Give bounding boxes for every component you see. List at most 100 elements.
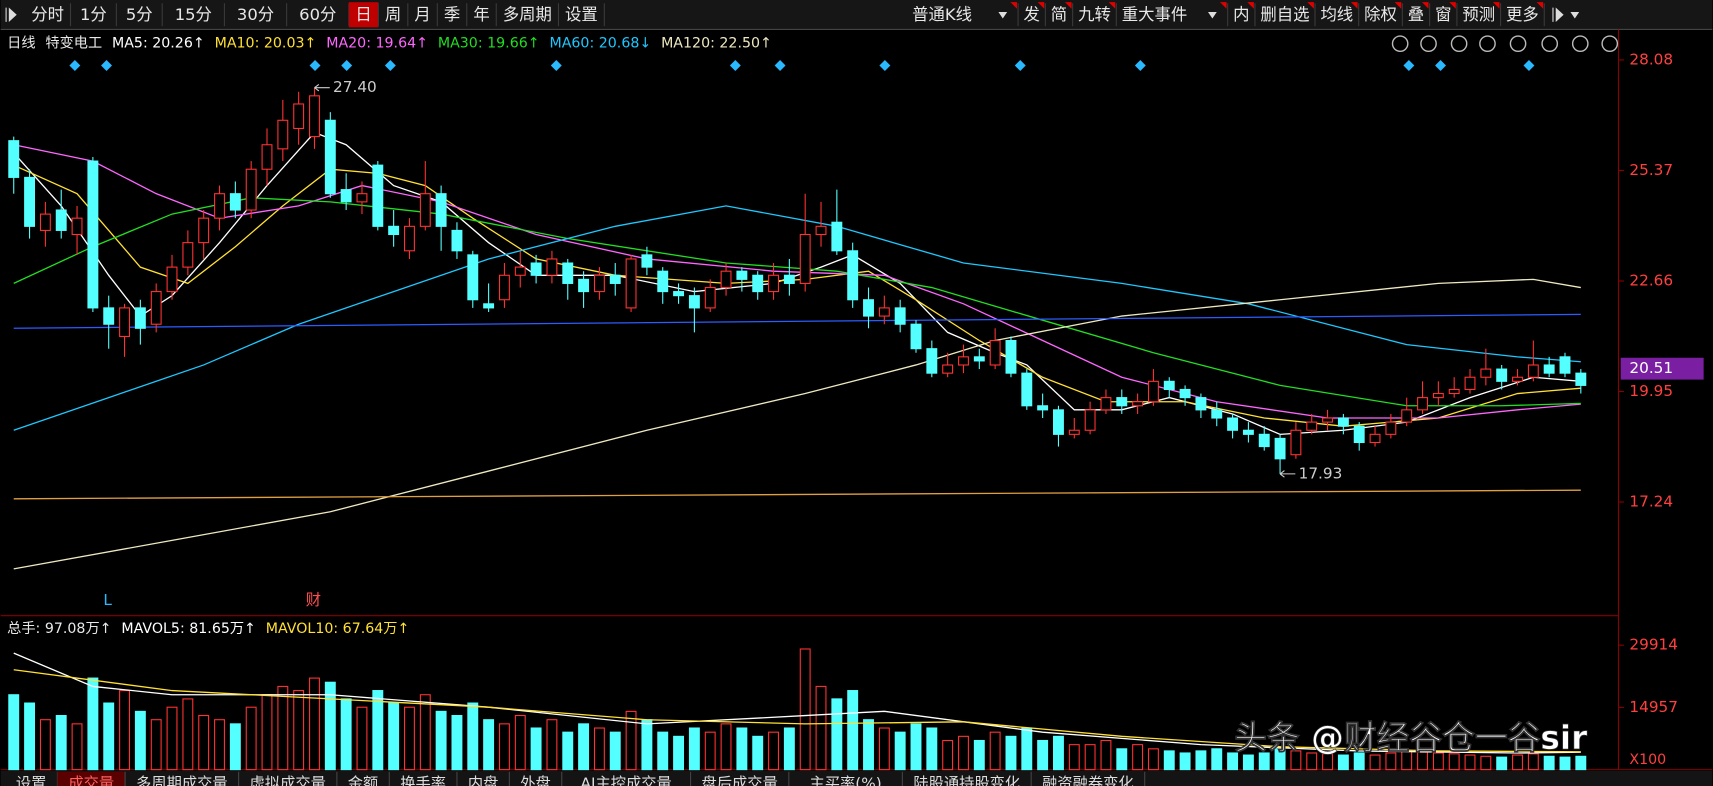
volume-bar bbox=[1480, 755, 1492, 771]
toolbar-button[interactable]: 30分 bbox=[237, 5, 274, 24]
toolbar-button[interactable]: 预测 bbox=[1462, 5, 1495, 24]
toolbar-button[interactable]: 均线 bbox=[1320, 5, 1353, 24]
toolbar-button[interactable]: 九转 bbox=[1078, 5, 1111, 24]
event-diamond[interactable] bbox=[774, 60, 786, 71]
toolbar-button[interactable]: 15分 bbox=[175, 5, 212, 24]
candle-body bbox=[87, 160, 99, 309]
event-diamond[interactable] bbox=[1523, 60, 1535, 71]
toolbar-button[interactable]: 重大事件 bbox=[1122, 5, 1187, 24]
volume-bar bbox=[435, 710, 447, 771]
toolbar-button[interactable]: 普通K线 bbox=[912, 5, 972, 24]
candle-body bbox=[514, 266, 526, 276]
volume-bar bbox=[989, 731, 1001, 771]
volume-bar bbox=[1195, 750, 1207, 771]
candle-body bbox=[863, 299, 874, 317]
toolbar-button[interactable]: 窗 bbox=[1435, 5, 1451, 24]
bottom-tab[interactable]: 内盘 bbox=[468, 774, 499, 786]
bottom-tab[interactable]: 外盘 bbox=[520, 774, 551, 786]
legend-label: MA60: 20.68↓ bbox=[549, 36, 651, 52]
event-diamond[interactable] bbox=[1403, 60, 1415, 71]
ma-line bbox=[13, 205, 1581, 431]
volume-bar bbox=[214, 719, 225, 771]
tool-icon[interactable] bbox=[1479, 35, 1496, 53]
bottom-tab[interactable]: 主买率(%) bbox=[809, 774, 881, 786]
volume-bar bbox=[39, 719, 51, 771]
candle-body bbox=[704, 286, 716, 309]
candle-body bbox=[103, 307, 115, 325]
candle-body bbox=[388, 225, 400, 236]
tool-icon[interactable] bbox=[1450, 35, 1468, 53]
tool-icon[interactable] bbox=[1420, 35, 1437, 53]
event-diamond[interactable] bbox=[1134, 60, 1146, 71]
legend-label: 日线 bbox=[7, 36, 35, 52]
toolbar-button[interactable]: 发 bbox=[1024, 5, 1040, 24]
volume-bar bbox=[1322, 753, 1334, 771]
toolbar-button[interactable]: 内 bbox=[1233, 5, 1249, 24]
volume-bar bbox=[1100, 739, 1112, 771]
event-diamond[interactable] bbox=[309, 60, 321, 71]
toolbar-button[interactable]: 60分 bbox=[299, 5, 336, 24]
volume-bar bbox=[1242, 754, 1254, 771]
candle-body bbox=[182, 242, 194, 268]
toolbar-button[interactable]: 删自选 bbox=[1260, 5, 1309, 24]
candle-body bbox=[198, 217, 210, 244]
toolbar-button[interactable]: 设置 bbox=[565, 5, 598, 24]
toolbar-button[interactable]: 日 bbox=[355, 5, 371, 24]
toolbar-button[interactable]: 除权 bbox=[1364, 5, 1397, 24]
legend-label: MA10: 20.03↑ bbox=[215, 36, 317, 52]
candle-body bbox=[578, 278, 590, 293]
event-diamond[interactable] bbox=[1014, 60, 1026, 71]
candle-body bbox=[451, 229, 463, 252]
bottom-tab[interactable]: 盘后成交量 bbox=[702, 774, 778, 786]
tool-icon[interactable] bbox=[1571, 35, 1589, 53]
corner-flag bbox=[1247, 2, 1254, 9]
bottom-tab[interactable]: 多周期成交量 bbox=[136, 774, 228, 786]
volume-bar bbox=[134, 710, 146, 771]
event-diamond[interactable] bbox=[1435, 60, 1446, 71]
toolbar-button[interactable]: 周 bbox=[385, 5, 401, 24]
volume-bar bbox=[229, 723, 241, 771]
bottom-tab[interactable]: 换手率 bbox=[400, 774, 446, 786]
toolbar-button[interactable]: 5分 bbox=[126, 5, 153, 24]
bottom-tab[interactable]: 虚拟成交量 bbox=[250, 774, 326, 786]
volume-bar bbox=[878, 727, 890, 771]
event-diamond[interactable] bbox=[341, 60, 353, 71]
event-diamond[interactable] bbox=[101, 60, 112, 71]
tool-icon[interactable] bbox=[1601, 35, 1619, 53]
candle-body bbox=[1084, 409, 1096, 431]
bottom-tab[interactable]: 设置 bbox=[16, 774, 47, 786]
candle-body bbox=[1401, 409, 1413, 423]
toolbar-button[interactable]: 叠 bbox=[1408, 5, 1424, 24]
volume-bar bbox=[799, 648, 811, 771]
event-diamond[interactable] bbox=[729, 60, 741, 71]
toolbar-button[interactable]: 月 bbox=[414, 5, 430, 24]
volume-bar bbox=[720, 723, 732, 771]
tool-icon[interactable] bbox=[1509, 35, 1527, 53]
volume-bar bbox=[815, 685, 827, 771]
bottom-tab[interactable]: 成交量 bbox=[68, 774, 114, 786]
toolbar-button[interactable]: 分时 bbox=[31, 5, 64, 24]
bottom-tab[interactable]: 陆股通持股变化 bbox=[913, 774, 1020, 786]
volume-bar bbox=[1496, 756, 1508, 771]
toolbar-button[interactable]: 年 bbox=[473, 5, 489, 24]
event-diamond[interactable] bbox=[69, 60, 81, 71]
tool-icon[interactable] bbox=[1541, 35, 1559, 53]
toolbar-button[interactable]: 1分 bbox=[80, 5, 107, 24]
toolbar-button[interactable]: 更多 bbox=[1506, 5, 1539, 24]
candle-body bbox=[372, 164, 384, 227]
toolbar-button[interactable]: 多周期 bbox=[503, 5, 552, 24]
tool-icon[interactable] bbox=[1391, 35, 1409, 53]
event-diamond[interactable] bbox=[550, 60, 562, 71]
candle-body bbox=[625, 258, 637, 309]
ma-line bbox=[13, 197, 1581, 407]
candle-body bbox=[1037, 405, 1049, 411]
bottom-tab[interactable]: 金额 bbox=[348, 774, 379, 786]
candle-body bbox=[989, 339, 1001, 366]
toolbar-button[interactable]: 简 bbox=[1051, 5, 1067, 24]
toolbar-button[interactable]: 季 bbox=[444, 5, 460, 24]
candle-body bbox=[356, 193, 368, 203]
bottom-tab[interactable]: AI主控成交量 bbox=[581, 774, 672, 786]
annotation-label: 27.40 bbox=[333, 78, 377, 96]
bottom-tab[interactable]: 融资融券变化 bbox=[1042, 774, 1134, 786]
event-diamond[interactable] bbox=[879, 60, 891, 71]
